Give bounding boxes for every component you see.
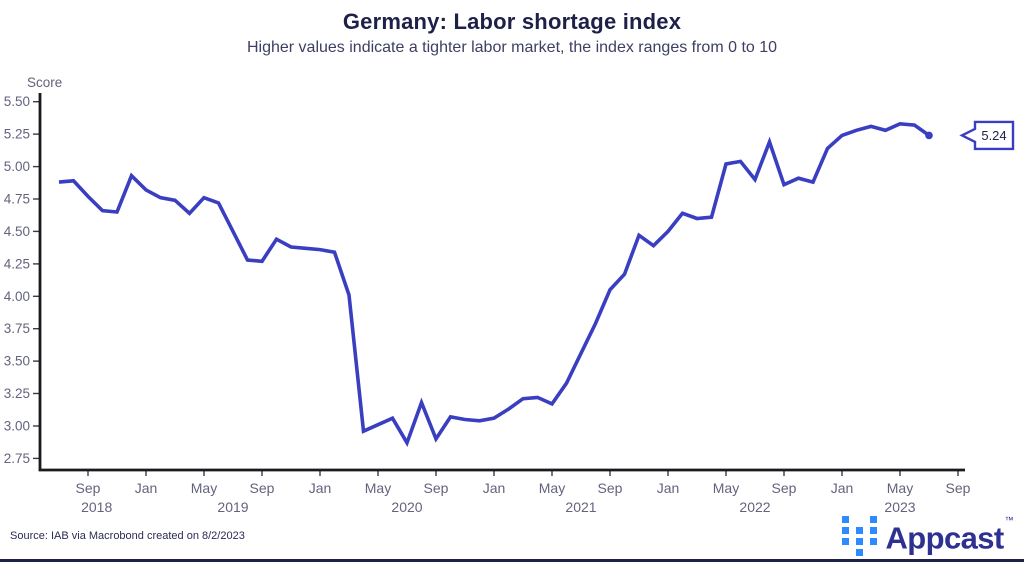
x-tick-label: Sep xyxy=(598,480,623,496)
x-tick-label: Jan xyxy=(135,480,158,496)
x-tick-label: May xyxy=(539,480,565,496)
y-tick-label: 4.75 xyxy=(4,192,30,207)
x-tick-label: May xyxy=(365,480,391,496)
y-tick-label: 4.00 xyxy=(4,289,30,304)
y-tick-label: 3.00 xyxy=(4,419,30,434)
x-tick-label: Jan xyxy=(831,480,854,496)
bottom-border-bar xyxy=(0,559,1024,562)
source-note: Source: IAB via Macrobond created on 8/2… xyxy=(10,530,245,542)
appcast-logo: Appcast™ xyxy=(841,514,1014,558)
y-tick-label: 5.50 xyxy=(4,94,30,109)
y-tick-label: 4.25 xyxy=(4,256,30,271)
x-tick-label: Sep xyxy=(946,480,971,496)
y-tick-label: 2.75 xyxy=(4,451,30,466)
y-tick-label: 3.50 xyxy=(4,354,30,369)
y-tick-label: 4.50 xyxy=(4,224,30,239)
x-tick-label: Jan xyxy=(483,480,506,496)
x-tick-label: Sep xyxy=(424,480,449,496)
value-callout xyxy=(959,120,1015,151)
x-year-label: 2023 xyxy=(884,499,915,515)
trademark-symbol: ™ xyxy=(1004,515,1014,525)
x-year-label: 2022 xyxy=(739,499,770,515)
x-tick-label: Jan xyxy=(309,480,332,496)
value-callout-label: 5.24 xyxy=(981,128,1006,143)
x-tick-label: Sep xyxy=(76,480,101,496)
series-line xyxy=(58,121,931,448)
x-year-label: 2021 xyxy=(565,499,596,515)
y-tick-label: 5.00 xyxy=(4,159,30,174)
y-tick-label: 5.25 xyxy=(4,127,30,142)
x-tick-label: May xyxy=(713,480,739,496)
appcast-wordmark: Appcast™ xyxy=(885,514,1014,558)
appcast-logo-icon xyxy=(842,516,878,557)
y-tick-label: 3.25 xyxy=(4,386,30,401)
chart-title: Germany: Labor shortage index xyxy=(342,9,682,34)
x-year-label: 2020 xyxy=(391,499,422,515)
x-tick-label: May xyxy=(887,480,913,496)
x-year-label: 2018 xyxy=(81,499,112,515)
x-year-label: 2019 xyxy=(217,499,248,515)
chart-subtitle: Higher values indicate a tighter labor m… xyxy=(246,39,778,56)
x-tick-label: Jan xyxy=(657,480,680,496)
x-tick-label: Sep xyxy=(250,480,275,496)
y-tick-label: 3.75 xyxy=(4,321,30,336)
y-axis-title: Score xyxy=(27,75,62,90)
brand-name: Appcast xyxy=(885,520,1004,556)
last-point-marker xyxy=(925,131,933,140)
x-tick-label: May xyxy=(191,480,217,496)
x-tick-label: Sep xyxy=(772,480,797,496)
